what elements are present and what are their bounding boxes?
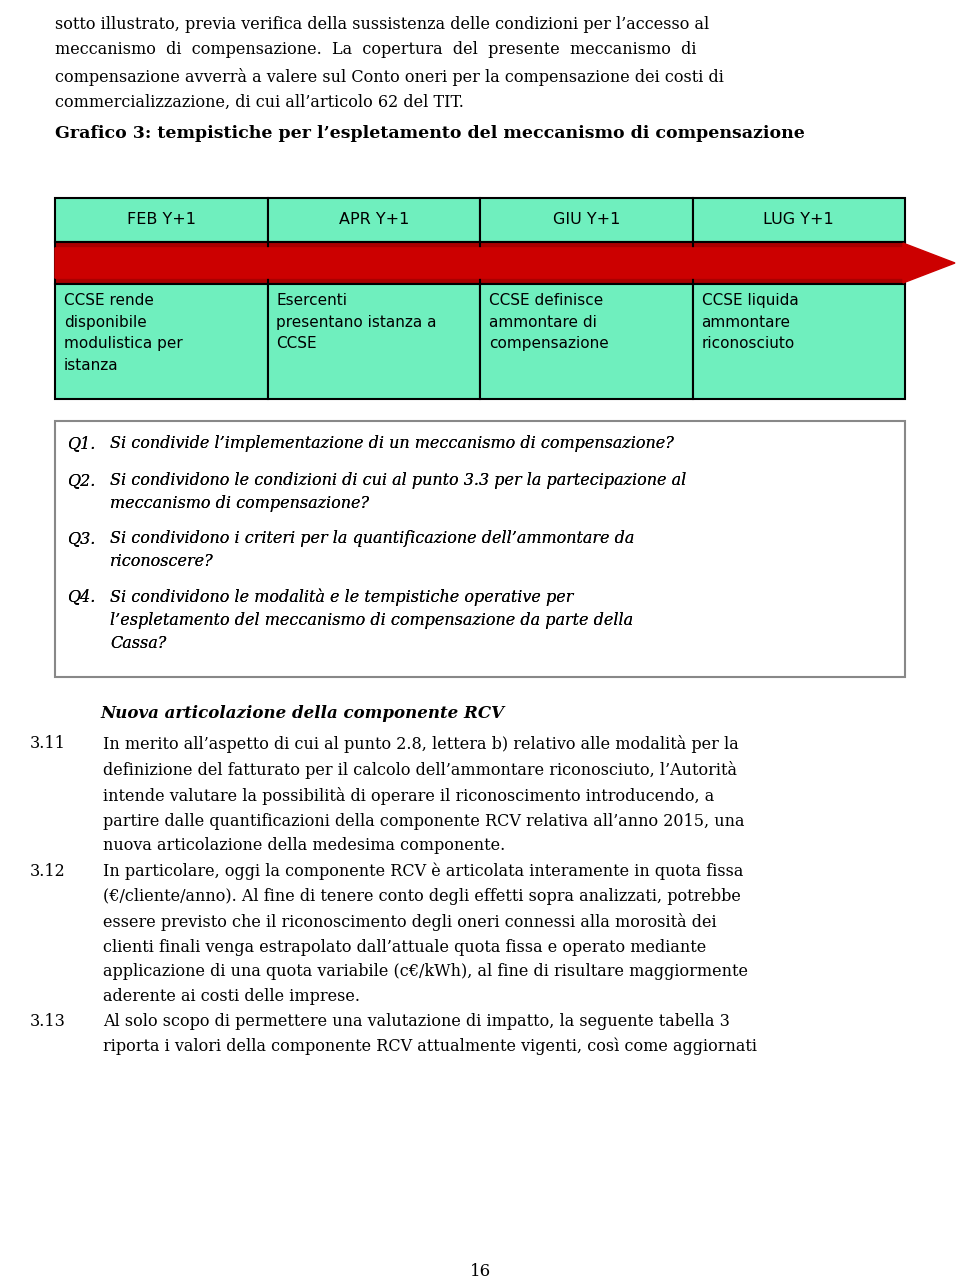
- Text: CCSE liquida
ammontare
riconosciuto: CCSE liquida ammontare riconosciuto: [702, 293, 799, 351]
- Bar: [55, 284, 268, 399]
- Text: Si condividono le condizioni di cui al punto 3.3 per la partecipazione al
meccan: Si condividono le condizioni di cui al p…: [110, 472, 686, 512]
- Text: Q3.: Q3.: [67, 530, 95, 547]
- Text: CCSE rende
disponibile
modulistica per
istanza: CCSE rende disponibile modulistica per i…: [64, 293, 182, 373]
- Text: 3.13: 3.13: [30, 1013, 66, 1030]
- Text: LUG Y+1: LUG Y+1: [763, 212, 834, 228]
- Text: 16: 16: [469, 1263, 491, 1281]
- Text: Q2.: Q2.: [67, 472, 95, 489]
- Text: Nuova articolazione della componente RCV: Nuova articolazione della componente RCV: [100, 705, 504, 722]
- Text: Si condividono le condizioni di cui al punto 3.3 per la partecipazione al
meccan: Si condividono le condizioni di cui al p…: [110, 472, 686, 512]
- Bar: [268, 198, 480, 242]
- Text: In merito all’aspetto di cui al punto 2.8, lettera b) relativo alle modalità per: In merito all’aspetto di cui al punto 2.…: [103, 735, 745, 855]
- Text: Q1.: Q1.: [67, 435, 95, 452]
- Bar: [55, 198, 268, 242]
- Bar: [55, 421, 905, 677]
- FancyArrow shape: [55, 243, 955, 283]
- Text: Al solo scopo di permettere una valutazione di impatto, la seguente tabella 3
ri: Al solo scopo di permettere una valutazi…: [103, 1013, 757, 1055]
- Text: CCSE definisce
ammontare di
compensazione: CCSE definisce ammontare di compensazion…: [489, 293, 609, 351]
- Text: FEB Y+1: FEB Y+1: [127, 212, 196, 228]
- Text: Si condividono i criteri per la quantificazione dell’ammontare da
riconoscere?: Si condividono i criteri per la quantifi…: [110, 530, 635, 570]
- Text: Q2.: Q2.: [67, 472, 95, 489]
- Text: sotto illustrato, previa verifica della sussistenza delle condizioni per l’acces: sotto illustrato, previa verifica della …: [55, 15, 724, 111]
- Text: Q3.: Q3.: [67, 530, 95, 547]
- Text: Q4.: Q4.: [67, 588, 95, 605]
- Bar: [480, 284, 692, 399]
- Text: Esercenti
presentano istanza a
CCSE: Esercenti presentano istanza a CCSE: [276, 293, 437, 351]
- Bar: [480, 198, 692, 242]
- Text: Si condividono le modalità e le tempistiche operative per
l’espletamento del mec: Si condividono le modalità e le tempisti…: [110, 588, 634, 653]
- Text: Si condivide l’implementazione di un meccanismo di compensazione?: Si condivide l’implementazione di un mec…: [110, 435, 674, 452]
- Text: Q4.: Q4.: [67, 588, 95, 605]
- Text: GIU Y+1: GIU Y+1: [553, 212, 620, 228]
- Text: 3.12: 3.12: [30, 864, 65, 880]
- Text: In particolare, oggi la componente RCV è articolata interamente in quota fissa
(: In particolare, oggi la componente RCV è…: [103, 864, 748, 1005]
- Text: Si condivide l’implementazione di un meccanismo di compensazione?: Si condivide l’implementazione di un mec…: [110, 435, 674, 452]
- Text: APR Y+1: APR Y+1: [339, 212, 409, 228]
- Text: Si condividono i criteri per la quantificazione dell’ammontare da
riconoscere?: Si condividono i criteri per la quantifi…: [110, 530, 635, 570]
- Bar: [268, 284, 480, 399]
- Bar: [692, 198, 905, 242]
- Bar: [55, 242, 905, 284]
- Text: Q1.: Q1.: [67, 435, 95, 452]
- Bar: [692, 284, 905, 399]
- Text: Grafico 3: tempistiche per l’espletamento del meccanismo di compensazione: Grafico 3: tempistiche per l’espletament…: [55, 125, 804, 142]
- Text: Si condividono le modalità e le tempistiche operative per
l’espletamento del mec: Si condividono le modalità e le tempisti…: [110, 588, 634, 653]
- Text: 3.11: 3.11: [30, 735, 66, 752]
